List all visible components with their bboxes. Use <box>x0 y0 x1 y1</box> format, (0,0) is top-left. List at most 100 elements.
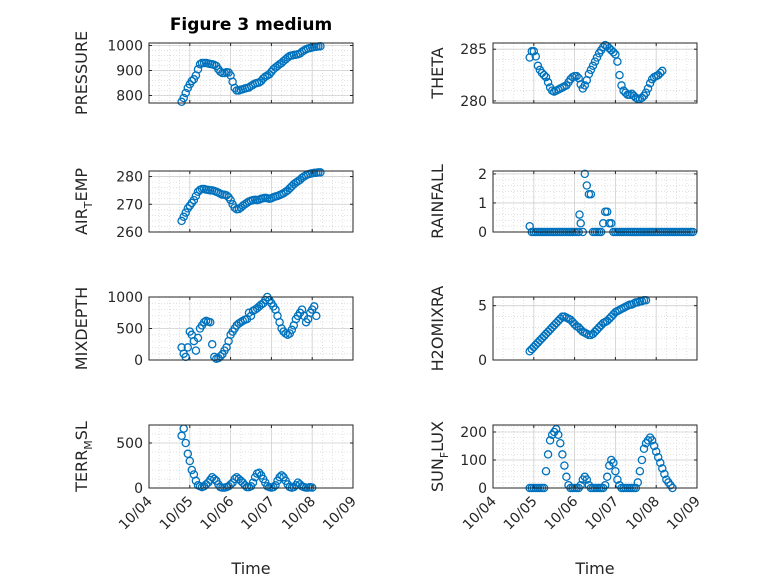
data-point <box>651 447 661 456</box>
x-tick-label: 10/08 <box>279 494 319 534</box>
data-point <box>183 343 193 352</box>
y-tick-label: 500 <box>116 322 143 338</box>
x-axis-label-left: Time <box>230 559 270 578</box>
data-point <box>283 330 292 340</box>
figure-title: Figure 3 medium <box>170 15 332 35</box>
data-point <box>185 456 195 466</box>
data-point <box>645 79 655 88</box>
data-point <box>656 458 665 468</box>
x-tick-label: 10/06 <box>198 493 238 533</box>
y-axis-label: RAINFALL <box>428 164 447 239</box>
data-point <box>621 88 630 97</box>
series-points <box>177 292 321 363</box>
x-tick-label: 10/05 <box>157 494 197 534</box>
x-tick-label: 10/06 <box>542 493 582 533</box>
data-point <box>191 346 201 355</box>
y-tick-label: 500 <box>116 436 143 452</box>
series-points <box>177 168 325 226</box>
data-point <box>533 61 543 71</box>
x-tick-label: 10/09 <box>320 494 360 534</box>
data-point <box>660 469 669 479</box>
y-tick-label: 1 <box>478 196 487 212</box>
data-point <box>551 424 561 434</box>
data-point <box>187 465 197 475</box>
data-point <box>529 47 539 56</box>
subplot-theta: 280 285 THETA <box>428 40 698 110</box>
x-tick-label: 10/09 <box>664 494 704 534</box>
data-point <box>543 450 553 459</box>
data-point <box>635 466 645 476</box>
y-tick-label: 5 <box>478 299 487 315</box>
data-point <box>558 450 567 459</box>
data-point <box>580 169 590 179</box>
axes-frame <box>148 424 354 489</box>
subplot-sun-flux: 0 100 200 10/04 10/05 10/06 10/07 10/08 10/09 SUN… <box>428 421 704 533</box>
data-point <box>633 478 643 487</box>
y-axis-label: THETA <box>428 47 447 99</box>
data-point <box>584 69 594 79</box>
minor-grid <box>492 171 698 233</box>
data-point <box>240 481 250 490</box>
x-tick-label: 10/05 <box>501 494 541 534</box>
axes-frame <box>148 170 354 233</box>
data-point <box>543 78 553 87</box>
minor-grid <box>148 170 354 233</box>
minor-grid <box>148 43 354 103</box>
axes-frame <box>492 296 698 361</box>
data-point <box>525 221 534 231</box>
y-tick-label: 0 <box>478 481 487 497</box>
data-point <box>287 325 297 335</box>
axes-frame <box>492 170 698 233</box>
y-axis-label: PRESSURE <box>72 31 91 115</box>
data-point <box>602 207 612 216</box>
data-point <box>199 317 209 327</box>
data-point <box>639 444 649 454</box>
x-tick-label: 10/08 <box>623 494 663 534</box>
y-tick-label: 1000 <box>107 290 143 306</box>
series-points <box>525 296 651 356</box>
y-tick-label: 0 <box>134 353 143 369</box>
data-point <box>275 472 284 482</box>
data-point <box>181 208 190 217</box>
y-tick-label: 0 <box>478 353 487 369</box>
data-point <box>191 476 201 486</box>
y-tick-label: 0 <box>134 481 143 497</box>
y-tick-label: 900 <box>116 64 143 80</box>
data-point <box>582 181 592 190</box>
data-point <box>181 88 190 98</box>
data-point <box>226 195 235 205</box>
data-point <box>195 60 205 69</box>
data-point <box>207 340 217 349</box>
y-axis-label: TERRMSL <box>72 421 95 493</box>
y-tick-label: 0 <box>478 225 487 241</box>
y-tick-label: 280 <box>116 170 143 186</box>
y-tick-label: 100 <box>460 453 487 469</box>
data-point <box>248 478 258 487</box>
subplot-terr-msl: 0 500 10/04 10/05 10/06 10/07 10/08 10/09 TERRMS… <box>72 421 360 533</box>
series-points <box>525 40 667 104</box>
data-point <box>541 466 551 476</box>
data-point <box>181 438 190 448</box>
subplot-air-temp: 260 270 280 AIRTEMP <box>72 168 354 241</box>
data-point <box>189 195 199 205</box>
subplot-pressure: 800 900 1000 PRESSURE <box>72 31 354 115</box>
data-point <box>572 71 581 81</box>
data-point <box>179 93 188 103</box>
x-tick-label: 10/07 <box>238 494 278 534</box>
data-point <box>590 57 600 66</box>
data-point <box>539 70 549 80</box>
x-tick-label: 10/04 <box>116 493 156 533</box>
data-point <box>637 93 647 103</box>
data-point <box>531 52 541 61</box>
y-tick-label: 800 <box>116 89 143 105</box>
data-point <box>647 436 657 445</box>
data-point <box>230 474 239 484</box>
data-point <box>598 219 608 228</box>
y-tick-label: 1000 <box>107 39 143 55</box>
data-point <box>580 81 590 90</box>
y-tick-label: 260 <box>116 225 143 241</box>
data-point <box>562 472 571 482</box>
axes-frame <box>492 424 698 489</box>
data-point <box>617 81 626 90</box>
data-point <box>556 438 565 448</box>
